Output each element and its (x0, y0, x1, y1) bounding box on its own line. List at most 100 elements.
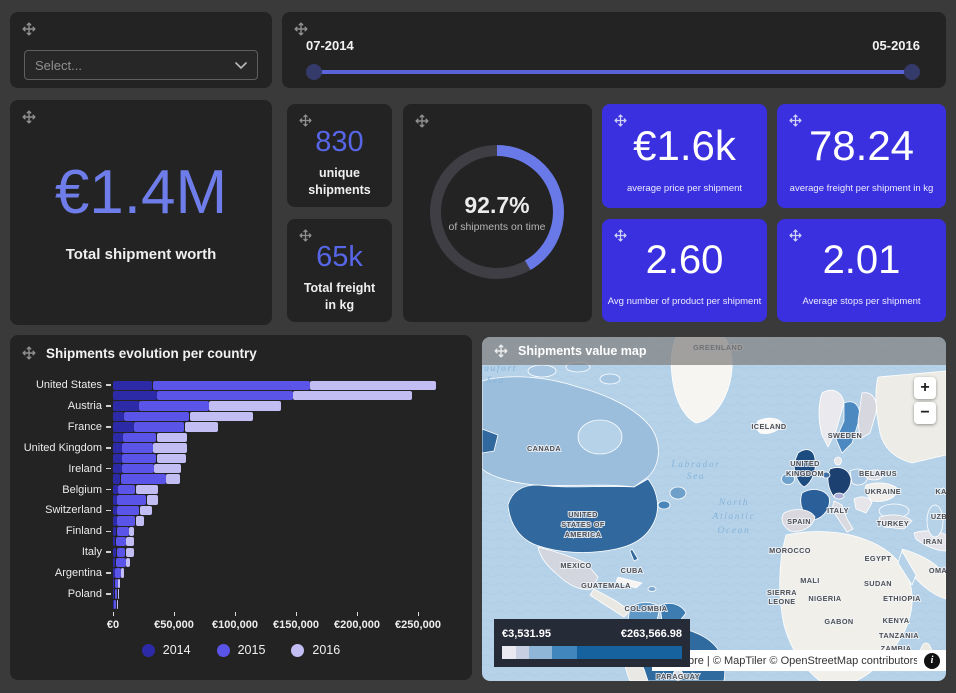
bar-segment-2014[interactable] (113, 578, 115, 589)
bar-segment-2014[interactable] (113, 547, 117, 557)
axis-tick (106, 384, 111, 386)
bar-segment-2016[interactable] (154, 464, 182, 474)
bar-segment-2016[interactable] (116, 599, 118, 610)
bar-segment-2016[interactable] (129, 526, 135, 537)
bar-segment-2015[interactable] (118, 484, 136, 495)
drag-handle-icon[interactable] (789, 114, 803, 128)
bar-segment-2016[interactable] (117, 589, 119, 599)
drag-handle-icon[interactable] (494, 344, 508, 358)
sea-label: Beaufort (482, 363, 517, 374)
bar-segment-2015[interactable] (139, 401, 209, 411)
x-tick-mark (296, 612, 297, 616)
bar-segment-2016[interactable] (189, 411, 254, 422)
bar-segment-2014[interactable] (113, 453, 122, 463)
bar-segment-2016[interactable] (184, 422, 218, 432)
date-range-slider[interactable] (306, 64, 920, 80)
map-zoom-out-button[interactable]: − (914, 402, 936, 424)
bar-segment-2014[interactable] (113, 568, 115, 578)
bar-segment-2016[interactable] (126, 557, 130, 568)
bar-segment-2016[interactable] (209, 401, 282, 411)
bar-segment-2015[interactable] (116, 526, 129, 537)
bar-segment-2014[interactable] (113, 390, 157, 401)
bar-segment-2016[interactable] (118, 578, 121, 589)
bar-segment-2014[interactable] (113, 599, 114, 610)
bar-segment-2015[interactable] (117, 495, 147, 505)
bar-segment-2016[interactable] (125, 547, 135, 557)
sea-label: Atlantic (712, 512, 756, 522)
bar-segment-2015[interactable] (123, 432, 157, 443)
bar-segment-2016[interactable] (139, 505, 152, 516)
drag-handle-icon[interactable] (299, 229, 313, 243)
legend-item-2015[interactable]: 2015 (216, 643, 265, 657)
bar-segment-2015[interactable] (122, 453, 157, 463)
bar-segment-2015[interactable] (122, 464, 154, 474)
bar-segment-2015[interactable] (115, 537, 126, 547)
bar-segment-2015[interactable] (120, 474, 166, 484)
bar-segment-2014[interactable] (113, 495, 117, 505)
bar-segment-2014[interactable] (113, 537, 116, 547)
bar-segment-2016[interactable] (126, 537, 134, 547)
bar-segment-2015[interactable] (114, 578, 118, 589)
bar-segment-2015[interactable] (115, 557, 126, 568)
drag-handle-icon[interactable] (789, 229, 803, 243)
bar-segment-2014[interactable] (113, 422, 134, 432)
bar-segment-2016[interactable] (293, 390, 412, 401)
country-map-label: IRAN (923, 537, 942, 546)
bar-segment-2014[interactable] (113, 589, 115, 599)
drag-handle-icon[interactable] (22, 110, 36, 124)
bar-segment-2016[interactable] (135, 516, 145, 526)
country-map-label: CUBA (621, 566, 644, 575)
bar-segment-2016[interactable] (310, 380, 437, 390)
bar-segment-2015[interactable] (116, 547, 126, 557)
drag-handle-icon[interactable] (22, 22, 36, 36)
axis-tick (106, 593, 111, 595)
bar-segment-2014[interactable] (113, 516, 117, 526)
bar-segment-2014[interactable] (113, 484, 118, 495)
bar-segment-2014[interactable] (113, 380, 153, 390)
bar-segment-2014[interactable] (113, 557, 116, 568)
bar-segment-2014[interactable] (113, 474, 121, 484)
drag-handle-icon[interactable] (294, 22, 308, 36)
bar-segment-2016[interactable] (153, 443, 188, 453)
slider-handle-start[interactable] (306, 64, 322, 80)
bar-segment-2016[interactable] (166, 474, 180, 484)
bar-row: Ireland (10, 463, 464, 475)
bar-segment-2015[interactable] (157, 390, 293, 401)
drag-handle-icon[interactable] (22, 346, 36, 360)
drag-handle-icon[interactable] (415, 114, 429, 128)
bar-segment-2014[interactable] (113, 411, 124, 422)
bar-segment-2015[interactable] (152, 380, 310, 390)
legend-item-2014[interactable]: 2014 (141, 643, 191, 657)
bar-segment-2015[interactable] (114, 589, 118, 599)
bar-segment-2015[interactable] (115, 568, 121, 578)
bar-segment-2016[interactable] (121, 568, 124, 578)
bar-segment-2016[interactable] (156, 432, 188, 443)
bar-segment-2014[interactable] (113, 526, 117, 537)
bar-segment-2016[interactable] (135, 484, 158, 495)
bar-segment-2014[interactable] (113, 401, 139, 411)
map-zoom-in-button[interactable]: + (914, 377, 936, 399)
bar-segment-2015[interactable] (124, 411, 190, 422)
bar-segment-2014[interactable] (113, 432, 123, 443)
drag-handle-icon[interactable] (299, 114, 313, 128)
bar-segment-2015[interactable] (134, 422, 185, 432)
bar-segment-2015[interactable] (122, 443, 153, 453)
bar-segment-2014[interactable] (113, 505, 117, 516)
bar-segment-2014[interactable] (113, 464, 122, 474)
drag-handle-icon[interactable] (614, 229, 628, 243)
drag-handle-icon[interactable] (614, 114, 628, 128)
legend-item-2016[interactable]: 2016 (291, 643, 340, 657)
slider-track[interactable] (310, 70, 916, 74)
x-tick-label: €100,000 (212, 619, 258, 631)
bar-segment-2014[interactable] (113, 443, 122, 453)
bar-segment-2016[interactable] (156, 453, 186, 463)
info-icon[interactable]: i (924, 652, 940, 669)
axis-tick (106, 405, 111, 407)
slider-handle-end[interactable] (904, 64, 920, 80)
bar-segment-2016[interactable] (146, 495, 158, 505)
filter-select[interactable]: Select... (24, 50, 258, 80)
bar-segment-2015[interactable] (117, 516, 136, 526)
bar-segment-2015[interactable] (114, 599, 117, 610)
bar-segment-2015[interactable] (117, 505, 140, 516)
bar-row (10, 599, 464, 610)
